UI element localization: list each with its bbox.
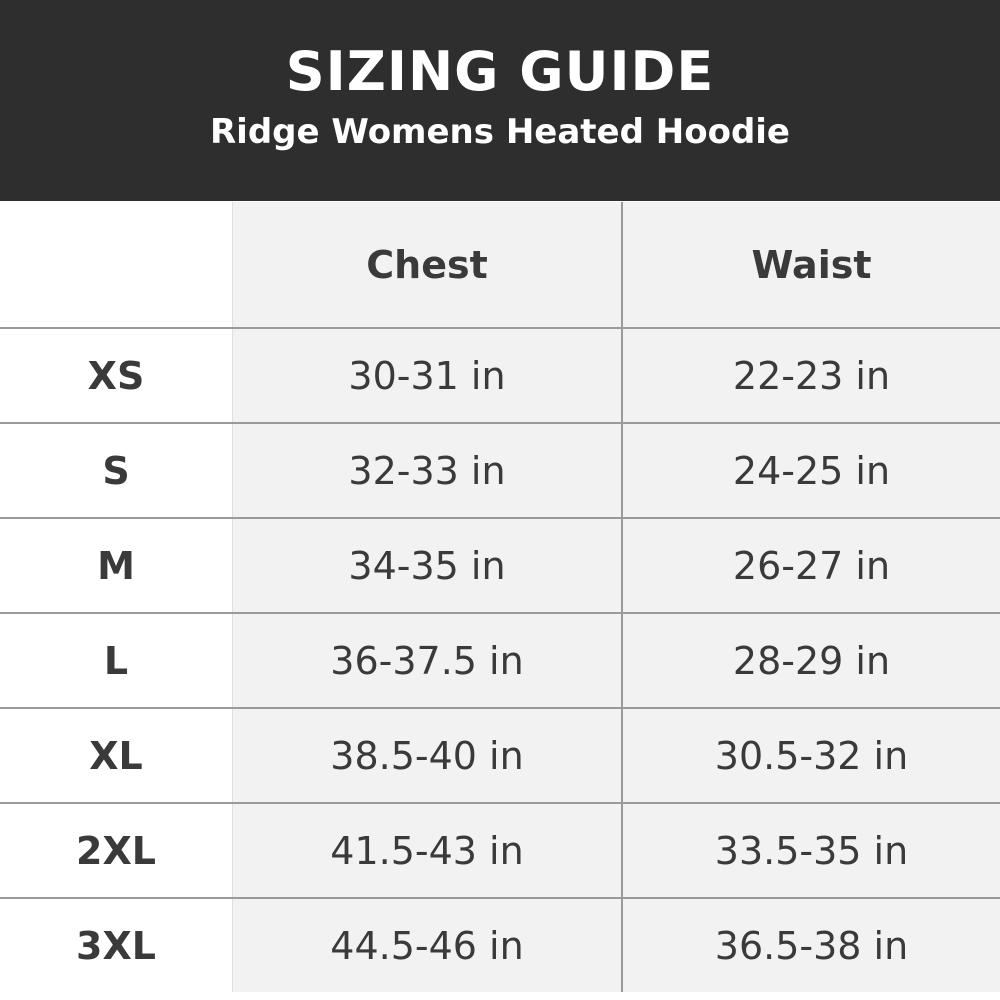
table-row: M 34-35 in 26-27 in bbox=[0, 518, 1000, 614]
table-row: XL 38.5-40 in 30.5-32 in bbox=[0, 708, 1000, 804]
size-cell: S bbox=[0, 423, 233, 519]
page-title: SIZING GUIDE bbox=[285, 40, 715, 103]
chest-cell: 34-35 in bbox=[232, 518, 622, 614]
table-row: L 36-37.5 in 28-29 in bbox=[0, 613, 1000, 709]
size-cell: M bbox=[0, 518, 233, 614]
chest-cell: 30-31 in bbox=[232, 328, 622, 424]
sizing-table: Chest Waist XS 30-31 in 22-23 in S 32-33 in 2… bbox=[0, 202, 1000, 992]
waist-cell: 26-27 in bbox=[621, 518, 1000, 614]
size-cell: XL bbox=[0, 708, 233, 804]
size-cell: L bbox=[0, 613, 233, 709]
column-header-chest: Chest bbox=[232, 202, 622, 329]
chest-cell: 41.5-43 in bbox=[232, 803, 622, 899]
table-row: 3XL 44.5-46 in 36.5-38 in bbox=[0, 898, 1000, 992]
chest-cell: 44.5-46 in bbox=[232, 898, 622, 992]
chest-cell: 36-37.5 in bbox=[232, 613, 622, 709]
waist-cell: 28-29 in bbox=[621, 613, 1000, 709]
table-row: S 32-33 in 24-25 in bbox=[0, 423, 1000, 519]
waist-cell: 36.5-38 in bbox=[621, 898, 1000, 992]
table-header-row: Chest Waist bbox=[0, 202, 1000, 329]
size-cell: XS bbox=[0, 328, 233, 424]
waist-cell: 30.5-32 in bbox=[621, 708, 1000, 804]
column-header-size bbox=[0, 202, 233, 329]
table-row: 2XL 41.5-43 in 33.5-35 in bbox=[0, 803, 1000, 899]
page-subtitle: Ridge Womens Heated Hoodie bbox=[210, 112, 790, 152]
chest-cell: 32-33 in bbox=[232, 423, 622, 519]
column-header-waist: Waist bbox=[621, 202, 1000, 329]
waist-cell: 24-25 in bbox=[621, 423, 1000, 519]
chest-cell: 38.5-40 in bbox=[232, 708, 622, 804]
table-row: XS 30-31 in 22-23 in bbox=[0, 328, 1000, 424]
size-cell: 3XL bbox=[0, 898, 233, 992]
waist-cell: 33.5-35 in bbox=[621, 803, 1000, 899]
size-cell: 2XL bbox=[0, 803, 233, 899]
header-banner: SIZING GUIDE Ridge Womens Heated Hoodie bbox=[0, 0, 1000, 201]
waist-cell: 22-23 in bbox=[621, 328, 1000, 424]
